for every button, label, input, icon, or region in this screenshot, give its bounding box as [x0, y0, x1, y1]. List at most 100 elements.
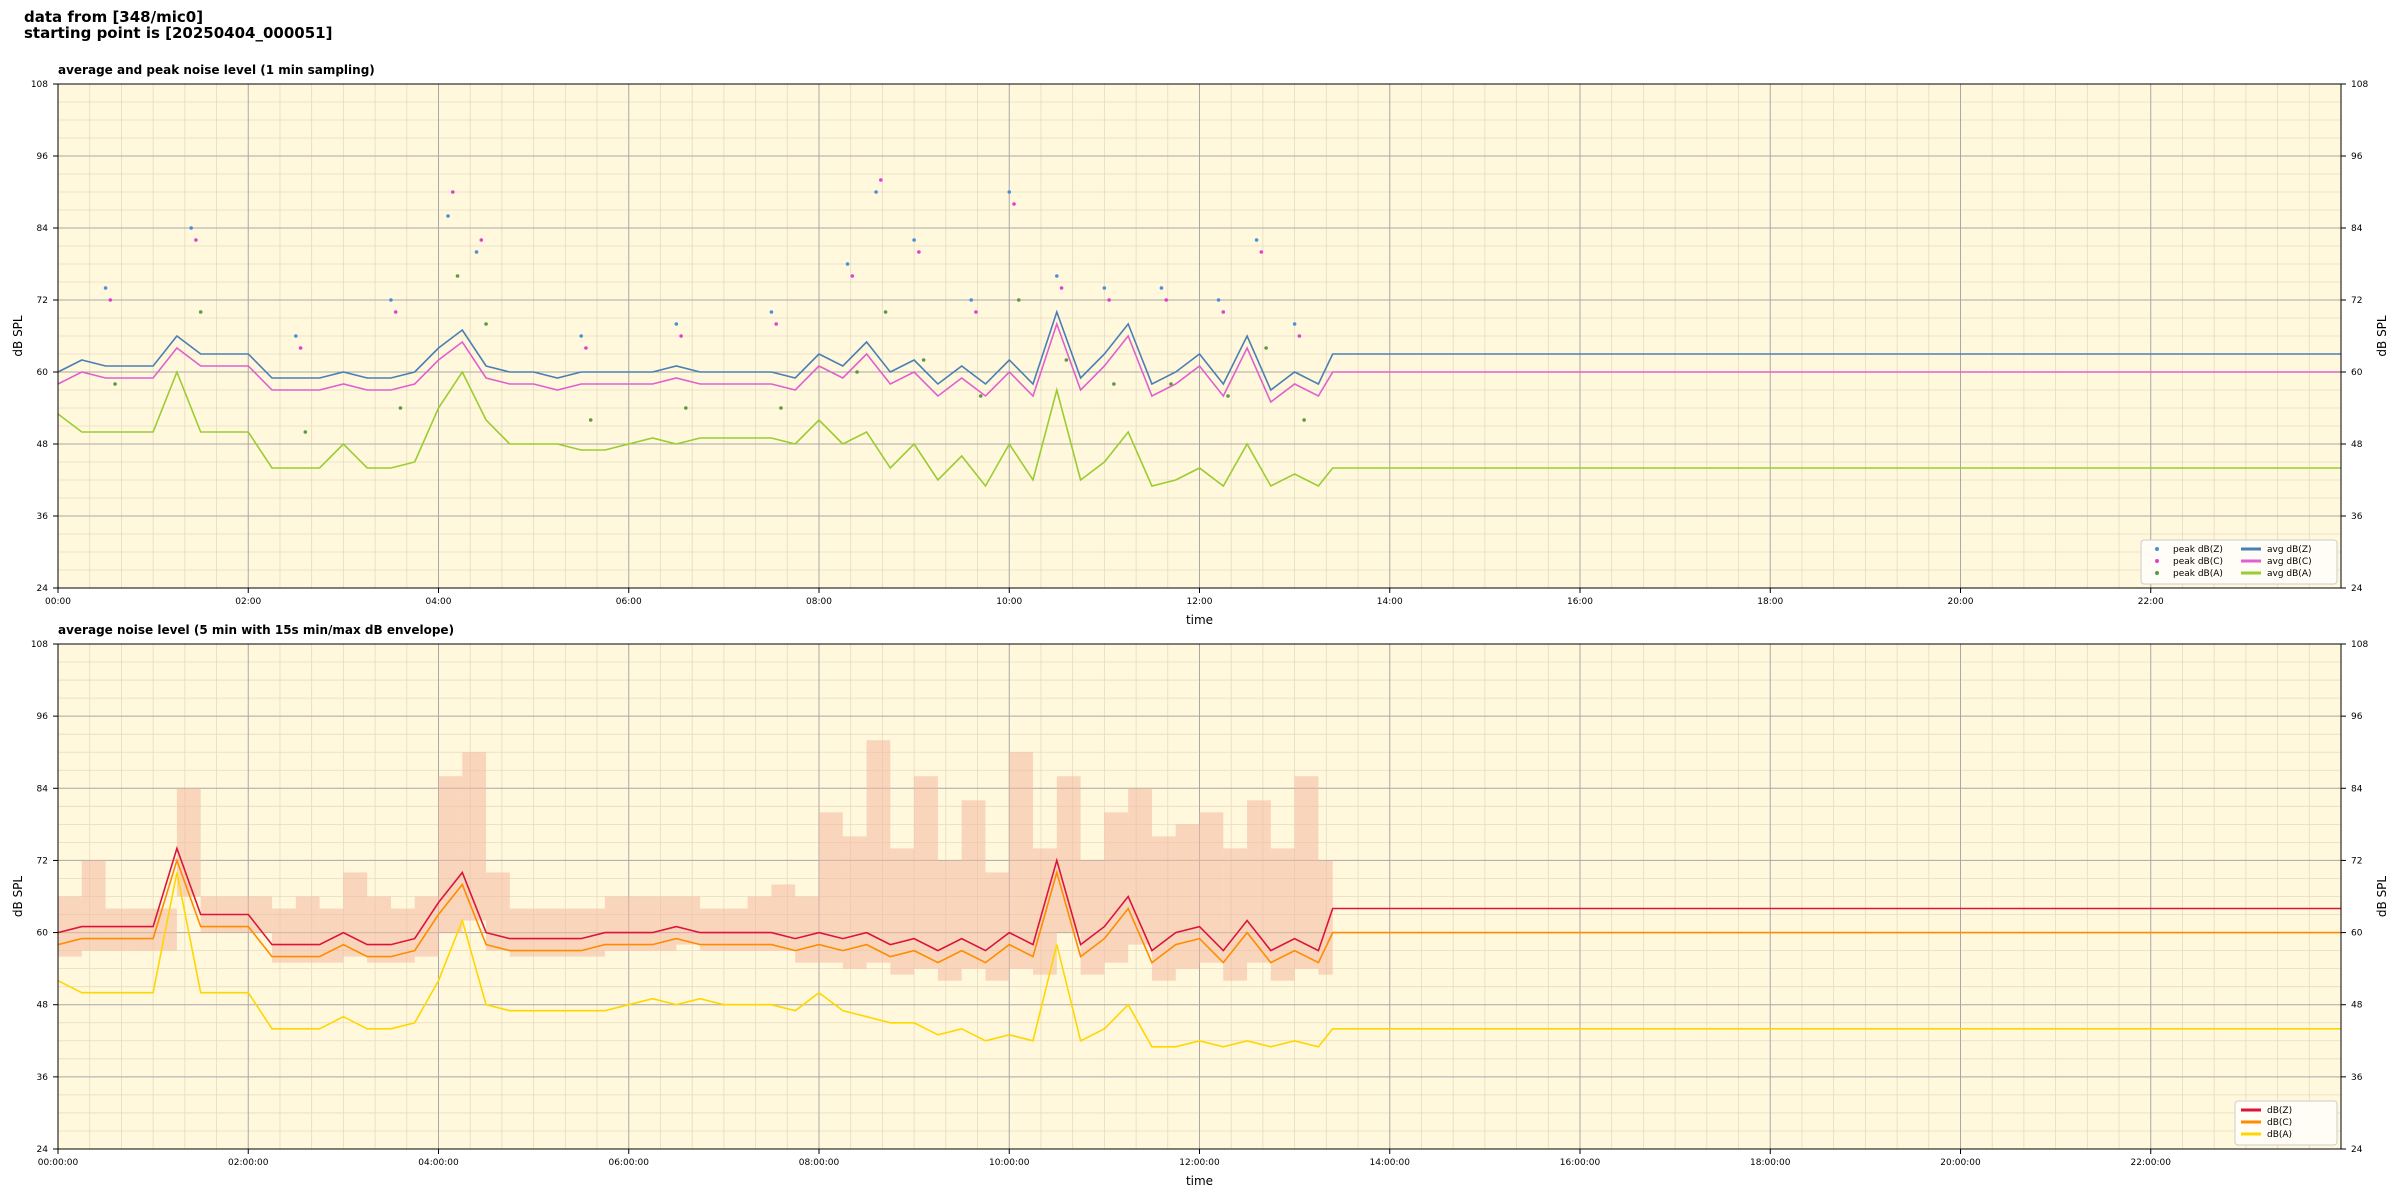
- y-tick-label: 24: [37, 1145, 49, 1155]
- peak-point: [883, 310, 888, 314]
- envelope: [1056, 776, 1081, 933]
- envelope: [1128, 788, 1152, 945]
- legend-box: [2140, 539, 2338, 585]
- y2-tick-label: 36: [2351, 512, 2363, 522]
- peak-point: [294, 334, 298, 338]
- peak-point: [588, 418, 593, 422]
- y-tick-label: 72: [37, 296, 48, 306]
- legend-label: dB(A): [2267, 1130, 2292, 1140]
- peak-point: [1259, 250, 1264, 254]
- peak-point: [1012, 202, 1016, 206]
- peak-point: [850, 274, 855, 278]
- peak-point: [1221, 310, 1226, 314]
- y2-tick-label: 24: [2351, 584, 2363, 594]
- legend-label: peak dB(Z): [2173, 545, 2223, 555]
- series-line: [57, 872, 2341, 1048]
- peak-point: [769, 310, 774, 314]
- y2-tick-label: 72: [2351, 856, 2362, 866]
- peak-point: [684, 406, 688, 410]
- y-tick-label: 72: [37, 856, 48, 866]
- x-axis-label: time: [1186, 1174, 1213, 1188]
- envelope: [390, 908, 415, 963]
- envelope: [557, 908, 582, 957]
- peak-point: [389, 298, 393, 302]
- y2-tick-label: 48: [2351, 1001, 2363, 1011]
- y-tick-label: 108: [31, 640, 48, 650]
- x-tick-label: 10:00:00: [989, 1158, 1030, 1168]
- peak-point: [1055, 274, 1059, 278]
- y-tick-label: 48: [37, 1001, 49, 1011]
- x-tick-label: 14:00: [1377, 597, 1403, 607]
- y2-tick-label: 84: [2351, 224, 2363, 234]
- envelope: [58, 896, 82, 957]
- x-tick-label: 00:00: [45, 597, 71, 607]
- chart-title: average noise level (5 min with 15s min/…: [58, 623, 454, 637]
- peak-point: [978, 394, 983, 398]
- peak-point: [1016, 298, 1021, 302]
- envelope: [1009, 752, 1034, 969]
- envelope: [1151, 836, 1176, 981]
- peak-point: [874, 190, 878, 194]
- envelope: [272, 908, 296, 963]
- peak-point: [1254, 238, 1259, 242]
- y2-tick-label: 108: [2351, 640, 2368, 650]
- envelope: [486, 872, 510, 951]
- peak-point: [450, 190, 455, 194]
- envelope: [462, 752, 487, 921]
- x-tick-label: 06:00:00: [609, 1158, 650, 1168]
- peak-point: [674, 322, 679, 326]
- peak-point: [969, 298, 973, 302]
- x-tick-label: 12:00:00: [1179, 1158, 1220, 1168]
- y2-axis-label: dB SPL: [2375, 315, 2389, 357]
- envelope: [795, 896, 819, 963]
- series-line: [57, 857, 2341, 964]
- series-line: [57, 309, 2341, 392]
- x-tick-label: 20:00:00: [1940, 1158, 1981, 1168]
- series-line: [57, 321, 2341, 404]
- peak-point: [774, 322, 778, 326]
- peak-point: [855, 370, 859, 374]
- legend-label: avg dB(A): [2267, 569, 2311, 579]
- envelope: [723, 908, 748, 951]
- peak-point: [1159, 286, 1164, 290]
- peak-point: [474, 250, 479, 254]
- x-tick-label: 00:00:00: [38, 1158, 79, 1168]
- y2-tick-label: 24: [2351, 1145, 2363, 1155]
- x-tick-label: 16:00:00: [1560, 1158, 1601, 1168]
- y-tick-label: 60: [37, 929, 49, 939]
- envelope: [176, 788, 201, 897]
- peak-point: [303, 430, 308, 434]
- y-tick-label: 48: [37, 440, 49, 450]
- peak-point: [1059, 286, 1064, 290]
- envelope: [1223, 848, 1248, 981]
- y-tick-label: 36: [37, 512, 49, 522]
- y2-tick-label: 60: [2351, 368, 2363, 378]
- y-axis-label: dB SPL: [11, 315, 25, 357]
- peak-point: [1216, 298, 1221, 302]
- x-axis-label: time: [1186, 613, 1213, 627]
- x-tick-label: 16:00: [1567, 597, 1593, 607]
- series-line: [57, 845, 2341, 952]
- envelope: [1318, 860, 1333, 975]
- y2-tick-label: 36: [2351, 1073, 2363, 1083]
- peak-point: [1102, 286, 1107, 290]
- envelope: [842, 836, 867, 969]
- y-tick-label: 36: [37, 1073, 49, 1083]
- y-tick-label: 84: [37, 784, 49, 794]
- legend-label: avg dB(Z): [2267, 545, 2312, 555]
- peak-point: [198, 310, 203, 314]
- peak-point: [1107, 298, 1111, 302]
- peak-point: [584, 346, 588, 350]
- peak-point: [108, 298, 113, 302]
- envelope: [628, 896, 653, 951]
- plot-frame: [57, 83, 2342, 589]
- y-axis-label: dB SPL: [11, 876, 25, 918]
- y2-axis-label: dB SPL: [2375, 876, 2389, 918]
- peak-point: [398, 406, 403, 410]
- legend-label: dB(Z): [2267, 1106, 2292, 1116]
- envelope: [961, 800, 986, 969]
- peak-point: [1264, 346, 1268, 350]
- y-tick-label: 84: [37, 224, 49, 234]
- envelope: [652, 896, 677, 951]
